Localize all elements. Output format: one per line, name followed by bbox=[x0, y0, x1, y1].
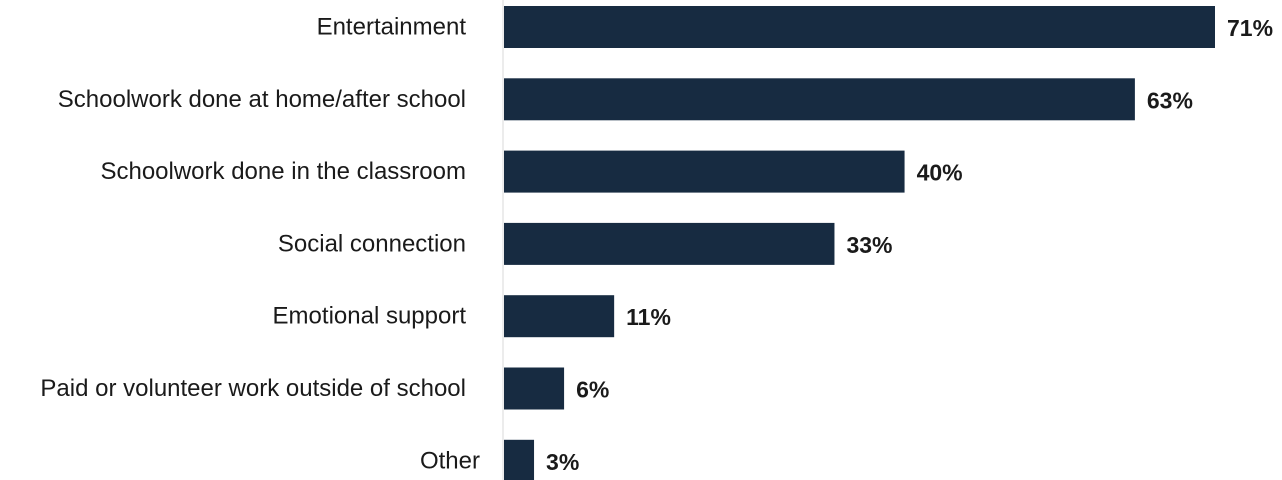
category-label-entertainment: Entertainment bbox=[317, 14, 467, 41]
value-label-schoolwork-done-in-the-classroom: 40% bbox=[917, 160, 963, 186]
bar-other bbox=[504, 439, 535, 480]
bar-social-connection bbox=[504, 222, 835, 265]
category-label-schoolwork-done-in-the-classroom: Schoolwork done in the classroom bbox=[100, 158, 466, 185]
bar-entertainment bbox=[504, 6, 1215, 48]
category-labels-group: Entertainment Schoolwork done at home/aft… bbox=[40, 14, 480, 475]
category-label-other: Other bbox=[420, 447, 480, 474]
category-label-social-connection: Social connection bbox=[278, 230, 466, 257]
bar-emotional-support bbox=[504, 295, 615, 338]
bar-schoolwork-done-at-home-after-school bbox=[504, 78, 1135, 121]
value-label-social-connection: 33% bbox=[846, 232, 892, 258]
category-label-emotional-support: Emotional support bbox=[273, 303, 467, 330]
value-label-entertainment: 71% bbox=[1227, 15, 1273, 41]
category-label-schoolwork-done-at-home-after-school: Schoolwork done at home/after school bbox=[58, 86, 466, 113]
value-label-schoolwork-done-at-home-after-school: 63% bbox=[1147, 87, 1193, 113]
bar-paid-or-volunteer-work-outside-of-school bbox=[504, 367, 565, 410]
value-label-paid-or-volunteer-work-outside-of-school: 6% bbox=[576, 377, 609, 403]
value-label-emotional-support: 11% bbox=[626, 304, 671, 330]
bar-schoolwork-done-in-the-classroom bbox=[504, 150, 905, 193]
value-label-other: 3% bbox=[546, 449, 579, 475]
category-label-paid-or-volunteer-work-outside-of-school: Paid or volunteer work outside of school bbox=[40, 375, 466, 402]
value-labels-group: 71% 63% 40% 33% 11% 6% 3% bbox=[546, 15, 1273, 475]
bars-group bbox=[504, 6, 1215, 480]
